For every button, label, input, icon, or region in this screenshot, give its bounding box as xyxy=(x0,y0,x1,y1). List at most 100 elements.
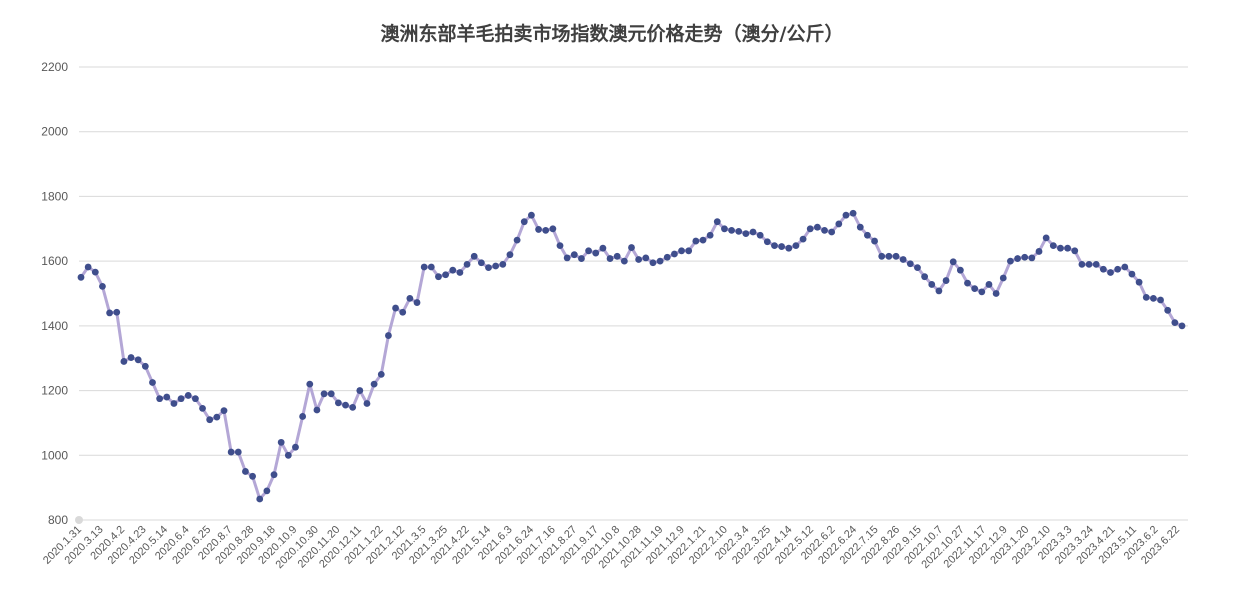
data-point xyxy=(570,251,578,259)
data-point xyxy=(170,400,178,407)
data-point xyxy=(821,227,828,234)
data-point xyxy=(91,268,99,276)
data-point xyxy=(692,237,700,245)
data-point xyxy=(413,299,421,306)
data-point xyxy=(878,252,886,260)
data-point xyxy=(656,257,664,265)
data-point xyxy=(985,281,993,288)
data-point xyxy=(1135,278,1143,286)
y-tick-label: 1800 xyxy=(41,189,68,203)
data-point xyxy=(141,362,149,370)
data-point xyxy=(713,218,721,226)
data-point xyxy=(892,252,900,260)
data-point xyxy=(1107,269,1114,276)
data-point xyxy=(1142,293,1150,301)
data-point xyxy=(477,259,485,267)
data-point xyxy=(120,358,128,365)
data-point xyxy=(363,400,371,407)
data-point xyxy=(263,487,271,495)
data-point xyxy=(506,251,514,259)
data-point xyxy=(520,218,528,226)
data-point xyxy=(663,253,671,261)
data-point xyxy=(771,242,778,250)
data-point xyxy=(313,406,321,414)
data-point xyxy=(1157,296,1164,304)
data-point xyxy=(613,252,621,260)
data-point xyxy=(964,279,971,287)
data-point xyxy=(327,390,335,398)
data-point xyxy=(392,304,399,312)
data-point xyxy=(628,244,635,251)
data-point xyxy=(706,231,714,239)
data-point xyxy=(871,237,878,245)
data-point xyxy=(563,254,571,262)
data-point xyxy=(535,226,542,233)
data-point xyxy=(599,244,607,252)
data-point xyxy=(885,252,893,260)
data-point xyxy=(449,266,457,274)
data-point xyxy=(1014,255,1021,262)
y-tick-label: 1400 xyxy=(41,319,68,333)
data-point xyxy=(485,264,492,272)
data-point xyxy=(220,407,228,415)
data-point xyxy=(227,448,235,456)
y-tick-label: 1200 xyxy=(41,384,68,398)
data-point xyxy=(1071,247,1079,255)
data-point xyxy=(113,308,121,316)
data-point xyxy=(1078,260,1086,268)
data-point xyxy=(292,443,299,451)
data-point xyxy=(906,260,914,268)
data-point xyxy=(735,227,743,235)
data-point xyxy=(635,256,643,263)
data-point xyxy=(385,332,392,339)
data-point xyxy=(1150,294,1157,302)
data-point xyxy=(1164,306,1172,314)
data-point xyxy=(1085,260,1093,268)
data-point xyxy=(992,290,1000,297)
data-point xyxy=(1028,254,1036,262)
data-point xyxy=(213,413,221,421)
data-point xyxy=(1057,244,1064,252)
data-point xyxy=(1092,260,1100,268)
data-point xyxy=(134,356,142,364)
data-point xyxy=(206,416,214,424)
data-point xyxy=(256,495,264,503)
data-point xyxy=(127,354,135,361)
data-point xyxy=(199,404,206,412)
y-tick-label: 800 xyxy=(48,513,68,527)
data-point xyxy=(942,277,950,284)
data-point xyxy=(420,263,428,271)
data-point xyxy=(106,309,113,317)
data-point xyxy=(370,380,378,388)
chart-title: 澳洲东部羊毛拍卖市场指数澳元价格走势（澳分/公斤） xyxy=(381,22,844,45)
data-point xyxy=(463,260,471,268)
data-point xyxy=(842,211,850,219)
data-point xyxy=(342,401,349,409)
data-point xyxy=(835,220,843,228)
data-point xyxy=(542,227,550,234)
data-point xyxy=(956,266,964,274)
data-point xyxy=(1114,265,1122,273)
data-point xyxy=(649,259,657,267)
data-point xyxy=(99,282,106,290)
data-point xyxy=(856,223,864,231)
data-point xyxy=(277,438,285,446)
data-point xyxy=(349,404,357,411)
data-point xyxy=(678,247,685,255)
y-tick-label: 2200 xyxy=(41,60,68,74)
data-point xyxy=(864,231,871,239)
data-point xyxy=(528,211,535,219)
data-point xyxy=(971,285,979,293)
axis-origin-marker xyxy=(75,516,83,524)
data-point xyxy=(249,472,256,480)
data-point xyxy=(1121,263,1129,271)
data-point xyxy=(191,395,199,403)
data-point xyxy=(849,209,857,217)
data-point xyxy=(177,395,185,403)
data-point xyxy=(456,269,464,276)
data-point xyxy=(377,370,385,378)
data-point xyxy=(756,231,764,239)
data-point xyxy=(1128,270,1136,278)
data-point xyxy=(914,264,921,272)
